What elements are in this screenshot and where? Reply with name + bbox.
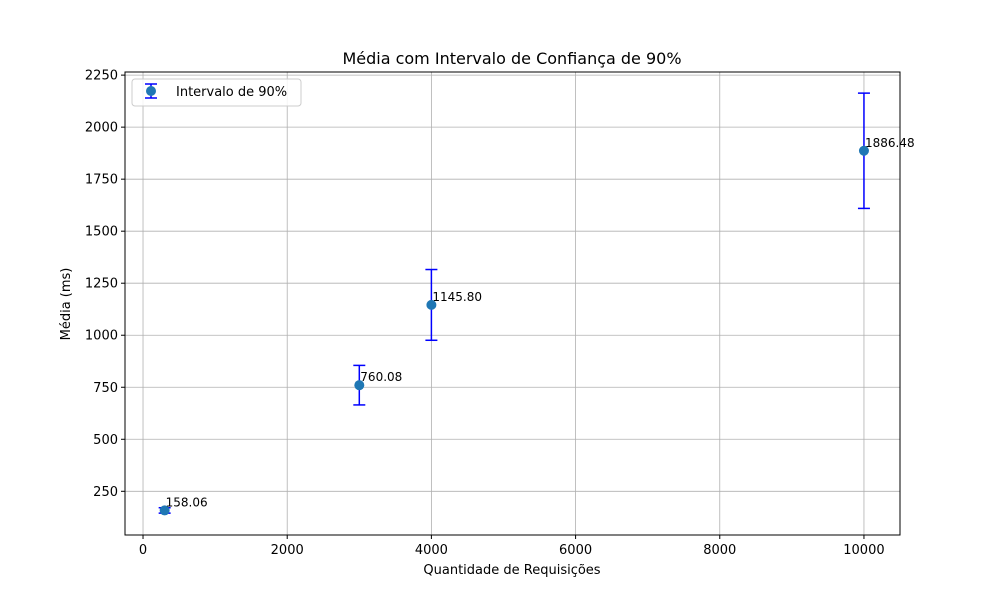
x-axis-ticks: 0 2000 4000 6000 8000 10000 — [139, 535, 885, 558]
x-tick-label: 8000 — [703, 543, 736, 558]
x-tick-label: 6000 — [559, 543, 592, 558]
x-axis-label: Quantidade de Requisições — [423, 563, 600, 578]
y-tick-label: 1250 — [85, 277, 118, 292]
chart-title: Média com Intervalo de Confiança de 90% — [342, 49, 681, 68]
data-label: 1886.48 — [865, 136, 915, 150]
y-tick-label: 1750 — [85, 173, 118, 188]
y-tick-label: 250 — [93, 485, 118, 500]
plot-frame — [124, 71, 901, 536]
y-tick-label: 2250 — [85, 69, 118, 84]
y-tick-label: 1500 — [85, 225, 118, 240]
grid — [125, 72, 900, 535]
data-labels: 158.06 760.08 1145.80 1886.48 — [166, 136, 915, 510]
data-point — [159, 505, 170, 516]
data-point — [426, 299, 437, 310]
data-point — [858, 145, 869, 156]
data-markers — [159, 145, 869, 516]
y-tick-label: 2000 — [85, 121, 118, 136]
data-point — [354, 380, 365, 391]
y-tick-label: 750 — [93, 381, 118, 396]
x-tick-label: 10000 — [843, 543, 884, 558]
x-tick-label: 4000 — [415, 543, 448, 558]
y-tick-label: 500 — [93, 433, 118, 448]
data-label: 158.06 — [166, 495, 208, 509]
x-tick-label: 2000 — [271, 543, 304, 558]
x-tick-label: 0 — [139, 543, 147, 558]
legend-marker-icon — [146, 86, 156, 96]
data-label: 1145.80 — [432, 290, 482, 304]
y-tick-label: 1000 — [85, 329, 118, 344]
legend-entry-label: Intervalo de 90% — [176, 85, 287, 100]
legend-box — [131, 78, 302, 107]
y-axis-label: Média (ms) — [59, 268, 74, 341]
data-label: 760.08 — [360, 370, 402, 384]
legend: Intervalo de 90% — [131, 78, 302, 107]
y-axis-ticks: 250 500 750 1000 1250 1500 1750 2000 2250 — [85, 69, 125, 500]
